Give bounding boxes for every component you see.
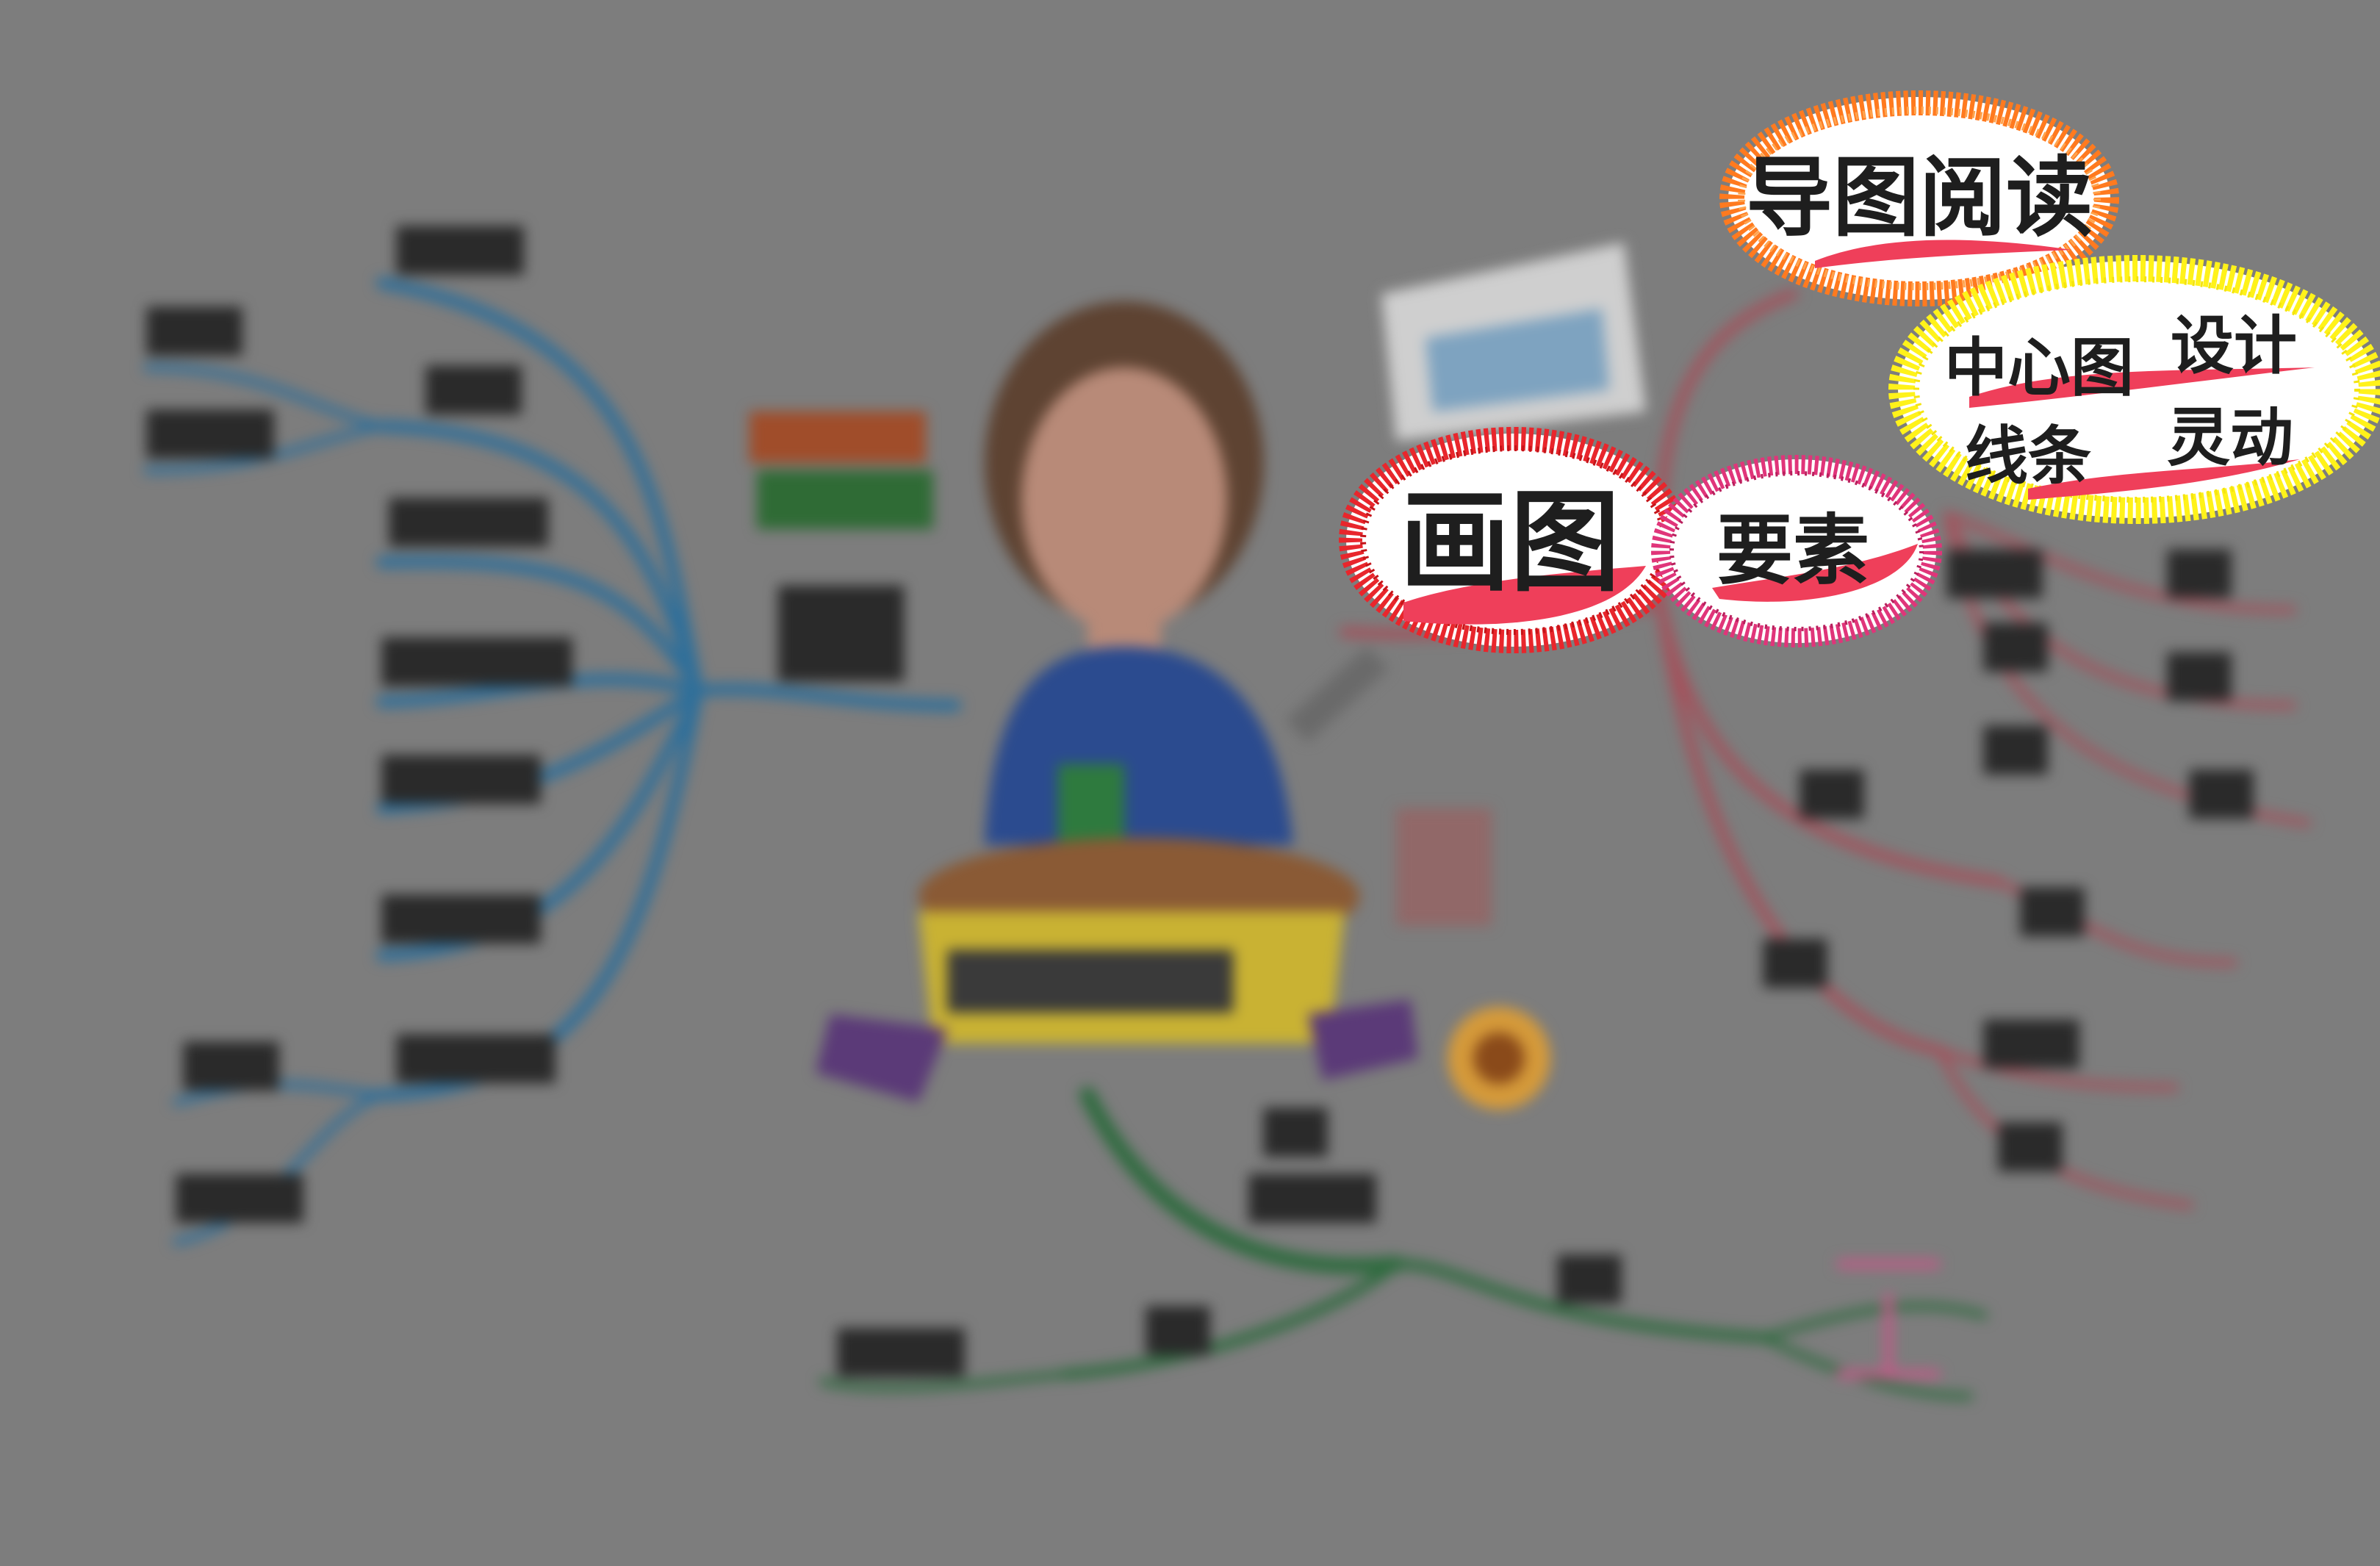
svg-text:█████: █████ xyxy=(396,1034,556,1083)
svg-text:███: ███ xyxy=(183,1041,279,1091)
svg-text:██: ██ xyxy=(1983,622,2048,672)
svg-text:███████: ███████ xyxy=(947,949,1234,1013)
svg-text:██: ██ xyxy=(1800,769,1864,819)
reading-label: 导图阅读 xyxy=(1746,146,2093,248)
svg-text:█████: █████ xyxy=(381,894,541,944)
center-design-highlight-stroke-1 xyxy=(1969,367,2315,408)
svg-text:████: ████ xyxy=(1248,1174,1376,1223)
drawing-label: 画图 xyxy=(1400,478,1620,607)
svg-text:████: ████ xyxy=(176,1174,303,1223)
svg-text:██████: ██████ xyxy=(381,637,572,686)
blue-branch-labels: ████ ███ █████ ██████ █████ █████ █████ … xyxy=(146,226,905,1223)
center-design-line1-left: 中心图 xyxy=(1944,331,2134,405)
blue-branch-group xyxy=(143,277,961,1246)
svg-text:████: ████ xyxy=(396,226,524,275)
svg-text:██: ██ xyxy=(2189,769,2254,819)
reading-highlight-stroke xyxy=(1815,240,2072,268)
svg-text:██: ██ xyxy=(1263,1107,1328,1157)
elements-bubble[interactable]: 要素 xyxy=(1651,455,1942,647)
svg-text:██: ██ xyxy=(1763,938,1827,988)
svg-text:██: ██ xyxy=(2020,887,2085,936)
svg-text:████: ████ xyxy=(837,1328,965,1377)
reading-bubble[interactable]: 导图阅读 xyxy=(1719,90,2119,306)
green-branch-labels: ██ ████ ██ ██ ████ xyxy=(837,1107,1622,1377)
svg-text:█████: █████ xyxy=(389,498,548,547)
svg-text:███: ███ xyxy=(425,365,522,414)
center-design-line1-right: 设计 xyxy=(2171,309,2297,383)
purple-ribbon-icon xyxy=(816,999,1418,1102)
picture-frame-icon xyxy=(1381,243,1646,441)
svg-text:███: ███ xyxy=(1983,1019,2079,1068)
banner-icon: ███████ xyxy=(918,911,1345,1044)
svg-text:██: ██ xyxy=(2167,652,2232,701)
drawing-bubble[interactable]: 画图 xyxy=(1339,427,1689,653)
center-design-line2-left: 线条 xyxy=(1965,419,2091,493)
center-design-highlight-stroke-2 xyxy=(2028,459,2300,500)
svg-text:██: ██ xyxy=(2167,549,2232,598)
teacher-illustration-icon xyxy=(918,301,1389,955)
svg-text:██: ██ xyxy=(777,585,905,682)
pink-sign-icon xyxy=(1837,1260,1940,1379)
svg-text:██: ██ xyxy=(1983,725,2048,775)
svg-text:██: ██ xyxy=(1998,1122,2063,1171)
svg-text:██: ██ xyxy=(1146,1306,1210,1355)
svg-text:█████: █████ xyxy=(381,755,541,804)
seal-stamp-icon xyxy=(1396,808,1492,926)
svg-text:███: ███ xyxy=(1946,549,2043,598)
svg-text:██: ██ xyxy=(1557,1254,1622,1304)
center-design-bubble[interactable]: 中心图 设计 线条 灵动 xyxy=(1888,255,2380,524)
red-branch-labels: ███ ██ ██ ██ ██ ██ ██ ██ ██ ███ ██ xyxy=(1763,549,2254,1171)
center-design-line2-right: 灵动 xyxy=(2167,401,2293,475)
flower-icon xyxy=(1448,1007,1550,1110)
elements-label: 要素 xyxy=(1716,505,1869,595)
svg-text:████: ████ xyxy=(146,409,274,459)
svg-text:███: ███ xyxy=(146,306,242,356)
elements-highlight-stroke xyxy=(1712,544,1918,602)
green-branch-group xyxy=(819,1087,1988,1400)
drawing-highlight-stroke xyxy=(1403,566,1646,625)
book-stack-icon xyxy=(749,412,933,529)
